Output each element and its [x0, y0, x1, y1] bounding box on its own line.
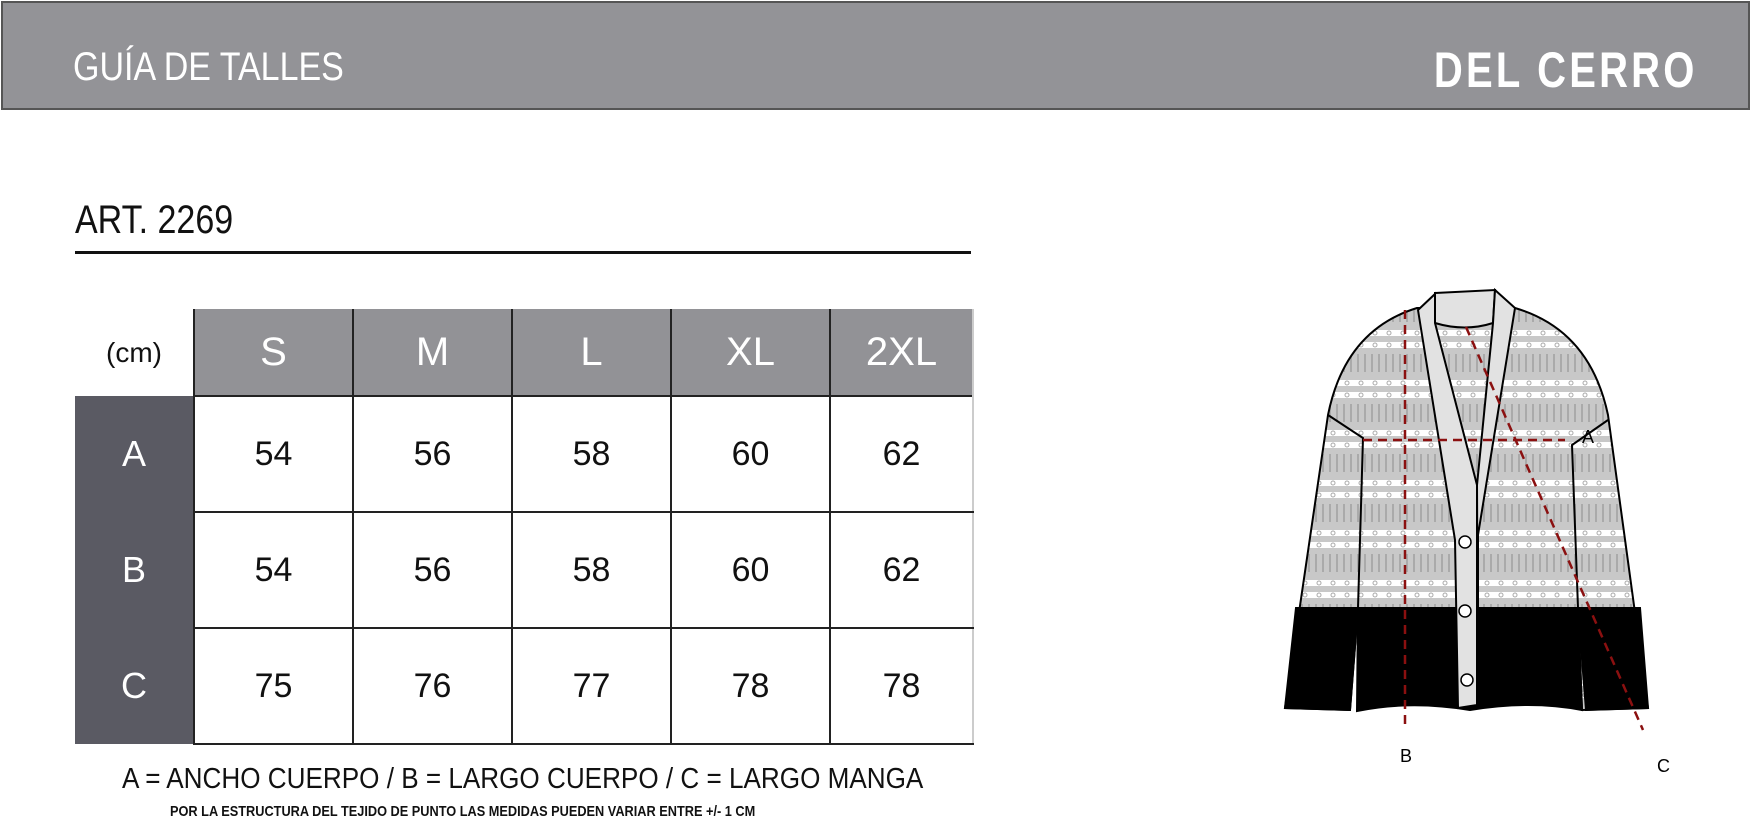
measure-line-c — [1464, 326, 1645, 731]
page-title: GUÍA DE TALLES — [73, 45, 344, 89]
size-table: (cm) S M L XL 2XL A 54 56 58 60 62 B 54 … — [75, 309, 974, 745]
cell: 54 — [193, 511, 354, 629]
measurement-legend: A = ANCHO CUERPO / B = LARGO CUERPO / C … — [122, 763, 924, 795]
cell: 62 — [829, 511, 974, 629]
measurement-lines — [1363, 310, 1645, 731]
header-bar: GUÍA DE TALLES DEL CERRO — [1, 1, 1750, 110]
label-c: C — [1657, 756, 1670, 776]
button-icon — [1458, 535, 1474, 687]
size-header: L — [511, 309, 671, 396]
cell: 54 — [193, 395, 354, 513]
row-label: C — [75, 628, 194, 744]
label-a: A — [1582, 427, 1594, 447]
article-number: ART. 2269 — [75, 198, 234, 242]
size-header: M — [352, 309, 512, 396]
tolerance-note: POR LA ESTRUCTURA DEL TEJIDO DE PUNTO LA… — [170, 803, 756, 820]
table-row: C 75 76 77 78 78 — [75, 627, 974, 745]
label-b: B — [1400, 746, 1412, 766]
size-header-row: (cm) S M L XL 2XL — [75, 309, 974, 396]
cell: 60 — [670, 511, 831, 629]
cardigan-diagram: A B C — [1283, 287, 1670, 776]
cell: 62 — [829, 395, 974, 513]
cell: 77 — [511, 627, 672, 745]
size-header: S — [193, 309, 353, 396]
cell: 60 — [670, 395, 831, 513]
cell: 78 — [670, 627, 831, 745]
brand-logo: DEL CERRO — [1434, 42, 1698, 98]
cell: 58 — [511, 511, 672, 629]
unit-label: (cm) — [75, 309, 194, 396]
cardigan-body — [1283, 287, 1650, 713]
cell: 56 — [352, 395, 513, 513]
row-label: A — [75, 396, 194, 512]
cell: 76 — [352, 627, 513, 745]
cell: 56 — [352, 511, 513, 629]
size-header: 2XL — [829, 309, 974, 396]
divider — [75, 251, 971, 254]
table-row: B 54 56 58 60 62 — [75, 511, 974, 629]
cell: 75 — [193, 627, 354, 745]
cell: 58 — [511, 395, 672, 513]
size-header: XL — [670, 309, 830, 396]
row-label: B — [75, 512, 194, 628]
table-row: A 54 56 58 60 62 — [75, 395, 974, 513]
cell: 78 — [829, 627, 974, 745]
